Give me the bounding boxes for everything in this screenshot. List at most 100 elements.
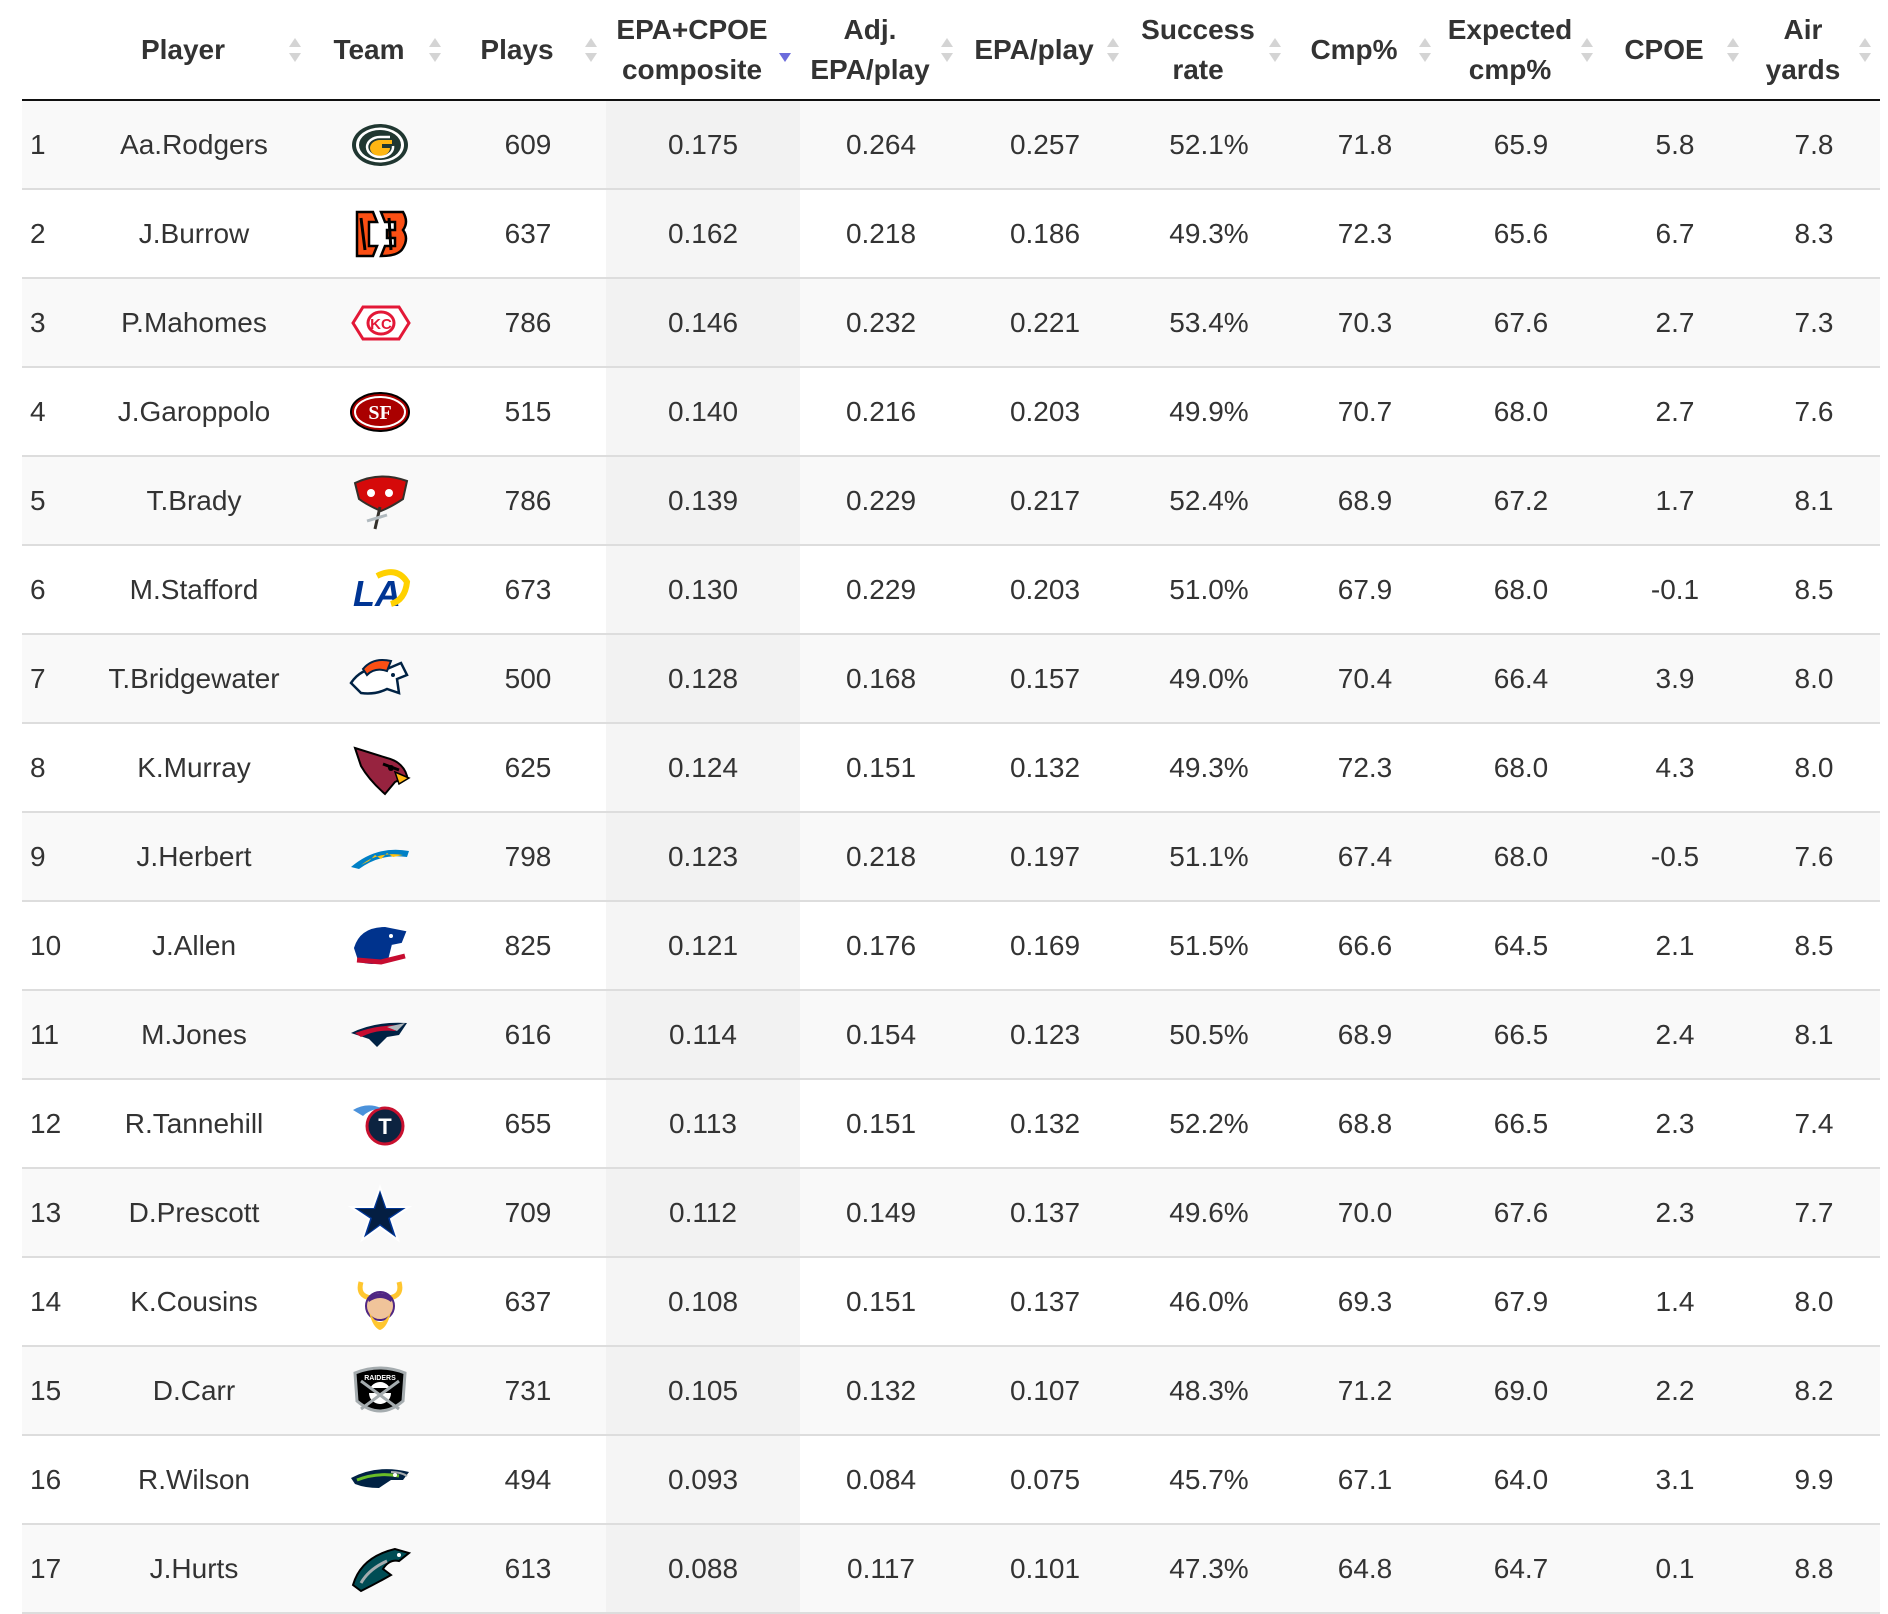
sort-ascending-arrow bbox=[289, 37, 301, 47]
sort-ascending-arrow bbox=[1107, 37, 1119, 47]
epa-cpoe-composite-cell: 0.105 bbox=[606, 1346, 800, 1436]
completion-pct-cell: 71.2 bbox=[1290, 1346, 1440, 1436]
success-rate-cell: 52.1% bbox=[1128, 100, 1290, 190]
player-name-cell: J.Hurts bbox=[78, 1524, 310, 1614]
svg-text:SF: SF bbox=[368, 402, 391, 424]
success-rate-cell: 51.5% bbox=[1128, 901, 1290, 991]
air-yards-cell: 8.2 bbox=[1748, 1346, 1880, 1436]
table-row: 7 T.Bridgewater 500 0.128 0.168 0.157 49.0% 70.… bbox=[22, 634, 1880, 724]
air-yards-cell: 9.9 bbox=[1748, 1435, 1880, 1525]
team-logo-cell bbox=[310, 1168, 450, 1258]
epa-per-play-cell: 0.186 bbox=[962, 189, 1128, 279]
titans-logo-icon: T bbox=[347, 1094, 413, 1154]
column-header-cpoe[interactable]: CPOE bbox=[1602, 0, 1748, 101]
rams-logo-icon: LA bbox=[347, 560, 413, 620]
plays-cell: 798 bbox=[450, 812, 606, 902]
sort-icon[interactable] bbox=[584, 34, 598, 66]
svg-text:T: T bbox=[378, 1114, 392, 1139]
plays-cell: 500 bbox=[450, 634, 606, 724]
cpoe-cell: 2.3 bbox=[1602, 1079, 1748, 1169]
sort-ascending-arrow bbox=[941, 37, 953, 47]
player-name-cell: D.Carr bbox=[78, 1346, 310, 1436]
cpoe-cell: 2.1 bbox=[1602, 901, 1748, 991]
epa-cpoe-composite-cell: 0.114 bbox=[606, 990, 800, 1080]
success-rate-cell: 49.3% bbox=[1128, 723, 1290, 813]
success-rate-cell: 47.3% bbox=[1128, 1524, 1290, 1614]
chiefs-logo-icon: KC bbox=[347, 293, 413, 353]
sort-icon[interactable] bbox=[428, 34, 442, 66]
success-rate-cell: 46.0% bbox=[1128, 1257, 1290, 1347]
success-rate-cell: 52.4% bbox=[1128, 456, 1290, 546]
expected-completion-pct-cell: 68.0 bbox=[1440, 545, 1602, 635]
player-name-cell: Aa.Rodgers bbox=[78, 100, 310, 190]
sort-icon[interactable] bbox=[1268, 34, 1282, 66]
column-header-adj-epa-play[interactable]: Adj. EPA/play bbox=[800, 0, 962, 101]
player-name-cell: K.Murray bbox=[78, 723, 310, 813]
epa-per-play-cell: 0.132 bbox=[962, 723, 1128, 813]
vikings-logo-icon bbox=[347, 1272, 413, 1332]
epa-per-play-cell: 0.123 bbox=[962, 990, 1128, 1080]
expected-completion-pct-cell: 69.0 bbox=[1440, 1346, 1602, 1436]
column-header-epa-play[interactable]: EPA/play bbox=[962, 0, 1128, 101]
column-header-air-yards[interactable]: Air yards bbox=[1748, 0, 1880, 101]
column-header-cmp[interactable]: Cmp% bbox=[1290, 0, 1440, 101]
player-name-cell: M.Jones bbox=[78, 990, 310, 1080]
sort-descending-arrow bbox=[779, 52, 791, 62]
sort-icon[interactable] bbox=[1580, 34, 1594, 66]
cardinals-logo-icon bbox=[347, 738, 413, 798]
adj-epa-per-play-cell: 0.218 bbox=[800, 189, 962, 279]
epa-per-play-cell: 0.257 bbox=[962, 100, 1128, 190]
table-row: 10 J.Allen 825 0.121 0.176 0.169 51.5% 66.6 64.5… bbox=[22, 901, 1880, 991]
sort-icon[interactable] bbox=[940, 34, 954, 66]
expected-completion-pct-cell: 66.5 bbox=[1440, 1079, 1602, 1169]
column-header-expected-cmp[interactable]: Expected cmp% bbox=[1440, 0, 1602, 101]
column-header-player[interactable]: Player bbox=[78, 0, 310, 101]
sort-icon[interactable] bbox=[1418, 34, 1432, 66]
table-row: 5 T.Brady 786 0.139 0.229 0.217 52.4% 68.9 67.2 1… bbox=[22, 456, 1880, 546]
rank-cell: 4 bbox=[22, 367, 78, 457]
epa-per-play-cell: 0.107 bbox=[962, 1346, 1128, 1436]
air-yards-cell: 8.1 bbox=[1748, 456, 1880, 546]
column-header-epa-cpoe-composite[interactable]: EPA+CPOE composite bbox=[606, 0, 800, 101]
air-yards-cell: 8.1 bbox=[1748, 990, 1880, 1080]
adj-epa-per-play-cell: 0.229 bbox=[800, 456, 962, 546]
epa-per-play-cell: 0.203 bbox=[962, 367, 1128, 457]
epa-cpoe-composite-cell: 0.121 bbox=[606, 901, 800, 991]
team-logo-cell bbox=[310, 1257, 450, 1347]
expected-completion-pct-cell: 68.0 bbox=[1440, 367, 1602, 457]
epa-cpoe-composite-cell: 0.139 bbox=[606, 456, 800, 546]
plays-cell: 616 bbox=[450, 990, 606, 1080]
sort-icon[interactable] bbox=[288, 34, 302, 66]
plays-cell: 673 bbox=[450, 545, 606, 635]
header-row: Player Team Plays EPA+CPOE composite Adj. EP… bbox=[22, 0, 1880, 101]
49ers-logo-icon: SF bbox=[347, 382, 413, 442]
air-yards-cell: 7.7 bbox=[1748, 1168, 1880, 1258]
player-name-cell: J.Burrow bbox=[78, 189, 310, 279]
expected-completion-pct-cell: 65.6 bbox=[1440, 189, 1602, 279]
column-header-success-rate[interactable]: Success rate bbox=[1128, 0, 1290, 101]
epa-per-play-cell: 0.217 bbox=[962, 456, 1128, 546]
completion-pct-cell: 64.8 bbox=[1290, 1524, 1440, 1614]
completion-pct-cell: 67.9 bbox=[1290, 545, 1440, 635]
completion-pct-cell: 71.8 bbox=[1290, 100, 1440, 190]
adj-epa-per-play-cell: 0.084 bbox=[800, 1435, 962, 1525]
sort-icon[interactable] bbox=[1726, 34, 1740, 66]
column-header-plays[interactable]: Plays bbox=[450, 0, 606, 101]
cpoe-cell: 2.7 bbox=[1602, 367, 1748, 457]
player-name-cell: M.Stafford bbox=[78, 545, 310, 635]
completion-pct-cell: 70.7 bbox=[1290, 367, 1440, 457]
epa-per-play-cell: 0.137 bbox=[962, 1257, 1128, 1347]
sort-icon[interactable] bbox=[1106, 34, 1120, 66]
adj-epa-per-play-cell: 0.151 bbox=[800, 1079, 962, 1169]
team-logo-cell: SF bbox=[310, 367, 450, 457]
team-logo-cell: RAIDERS bbox=[310, 1346, 450, 1436]
sort-descending-icon[interactable] bbox=[778, 34, 792, 66]
completion-pct-cell: 69.3 bbox=[1290, 1257, 1440, 1347]
plays-cell: 709 bbox=[450, 1168, 606, 1258]
success-rate-cell: 51.1% bbox=[1128, 812, 1290, 902]
air-yards-cell: 8.0 bbox=[1748, 634, 1880, 724]
table-row: 3 P.Mahomes KC 786 0.146 0.232 0.221 53.4% 70.3 6… bbox=[22, 278, 1880, 368]
column-header-team[interactable]: Team bbox=[310, 0, 450, 101]
sort-icon[interactable] bbox=[1858, 34, 1872, 66]
success-rate-cell: 49.3% bbox=[1128, 189, 1290, 279]
